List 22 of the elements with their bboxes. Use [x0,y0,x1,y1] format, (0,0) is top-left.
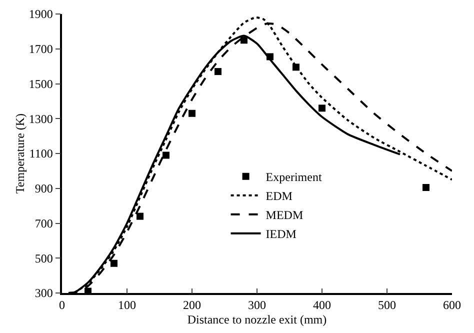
y-tick-label: 1300 [28,112,53,126]
y-tick-label: 1100 [29,146,53,161]
legend-label: IEDM [266,227,297,242]
x-tick-label: 500 [378,298,396,312]
x-tick-label: 300 [248,298,266,312]
y-tick-label: 700 [34,216,53,230]
legend-label: Experiment [266,170,322,184]
legend-label: EDM [266,189,293,204]
y-tick-label: 1500 [28,76,53,91]
x-tick-label: 100 [118,298,136,312]
y-tick-label: 1700 [28,42,53,56]
x-axis-title: Distance to nozzle exit (mm) [187,312,327,327]
x-tick-label: 400 [313,298,331,312]
x-tick-label: 200 [183,298,201,312]
y-axis-title: Temperature (K) [12,113,27,194]
x-tick-label: 0 [59,298,65,312]
x-tick-label: 600 [443,298,461,312]
y-tick-label: 1900 [28,7,53,22]
y-tick-label: 900 [34,182,53,196]
legend-label: MEDM [266,208,304,222]
y-tick-label: 300 [34,286,53,300]
y-tick-label: 500 [34,251,53,266]
